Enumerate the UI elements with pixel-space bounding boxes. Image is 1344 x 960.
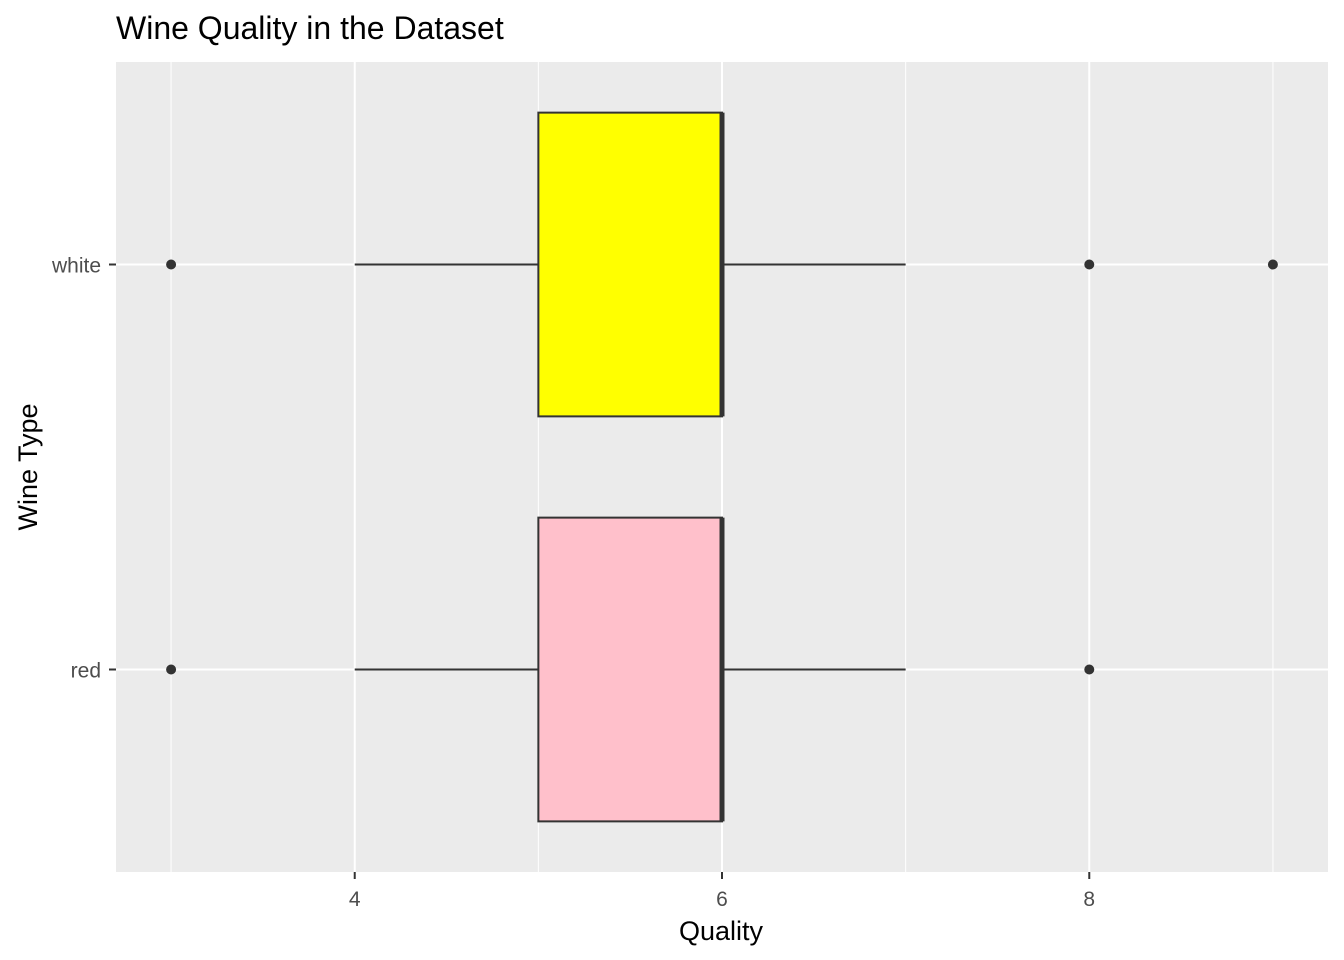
box-layer bbox=[166, 111, 1278, 823]
y-tick-label: red bbox=[71, 660, 101, 683]
outlier-white bbox=[1084, 259, 1095, 270]
box-red bbox=[537, 516, 724, 823]
outlier-red bbox=[1084, 664, 1095, 675]
y-axis-title: Wine Type bbox=[13, 403, 43, 530]
x-tick-label: 6 bbox=[716, 888, 728, 911]
box-white bbox=[537, 111, 724, 418]
x-axis-title: Quality bbox=[679, 916, 764, 946]
outlier-white bbox=[1267, 259, 1278, 270]
chart-title: Wine Quality in the Dataset bbox=[116, 10, 504, 46]
outlier-white bbox=[166, 259, 177, 270]
y-tick-label: white bbox=[51, 255, 101, 278]
outlier-red bbox=[166, 664, 177, 675]
axis-layer: 4 6 8 red white bbox=[51, 255, 1095, 912]
x-tick-label: 4 bbox=[349, 888, 361, 911]
x-tick-label: 8 bbox=[1083, 888, 1095, 911]
